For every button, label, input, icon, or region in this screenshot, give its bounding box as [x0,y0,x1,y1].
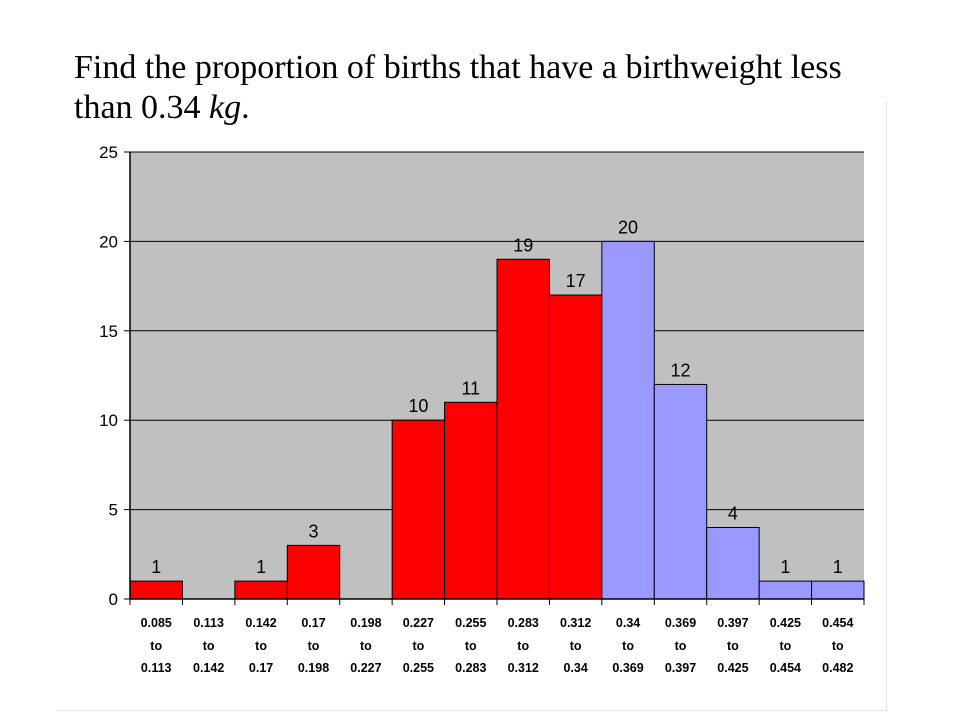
bar [706,526,760,600]
x-tick-label-to: 0.227 [350,661,381,675]
x-tick-label-connector: to [517,639,529,653]
bar [811,580,865,600]
x-tick-label-to: 0.34 [563,661,587,675]
x-tick-label-from: 0.085 [141,616,172,630]
x-tick-label-to: 0.255 [403,661,434,675]
x-tick-label-connector: to [360,639,372,653]
x-tick-label-from: 0.369 [665,616,696,630]
x-tick-label-connector: to [675,639,687,653]
x-tick-label-from: 0.227 [403,616,434,630]
y-tick-label: 10 [99,411,118,430]
x-tick-label-to: 0.142 [193,661,224,675]
y-tick-label: 5 [109,501,118,520]
bar [286,544,341,600]
question-text: Find the proportion of births that have … [74,48,874,128]
x-tick-label-to: 0.425 [717,661,748,675]
x-tick-label-from: 0.17 [301,616,325,630]
x-tick-label-connector: to [203,639,215,653]
bar [391,419,446,600]
x-tick-label-to: 0.113 [141,661,172,675]
bar-value-label: 10 [408,396,428,416]
x-tick-label-from: 0.113 [193,616,224,630]
x-tick-label-connector: to [255,639,267,653]
bar-value-label: 17 [566,271,586,291]
bar-value-label: 12 [670,360,690,380]
x-tick-label-from: 0.454 [822,616,853,630]
bar [496,258,550,600]
bar-value-label: 11 [461,378,480,398]
x-tick-label-connector: to [779,639,791,653]
bar [548,294,603,600]
x-tick-label-from: 0.255 [455,616,486,630]
bar-value-label: 19 [513,235,533,255]
y-tick-label: 0 [109,590,118,609]
x-tick-label-to: 0.283 [455,661,486,675]
x-tick-label-from: 0.397 [717,616,748,630]
bar-value-label: 20 [618,217,638,237]
bar-value-label: 1 [780,557,790,577]
bar-value-label: 1 [256,557,266,577]
y-tick-label: 15 [99,322,118,341]
bar-value-label: 4 [728,503,738,523]
question-unit: kg [209,89,242,126]
y-tick-label: 20 [99,232,118,251]
question-period: . [241,89,250,126]
x-tick-label-from: 0.312 [560,616,591,630]
x-tick-label-connector: to [412,639,424,653]
bar [758,580,813,600]
x-tick-label-to: 0.369 [612,661,643,675]
x-tick-label-from: 0.283 [508,616,539,630]
bar [234,580,288,600]
x-tick-label-from: 0.425 [770,616,801,630]
x-tick-label-connector: to [570,639,582,653]
x-tick-label-connector: to [465,639,477,653]
x-tick-label-from: 0.142 [245,616,276,630]
x-tick-label-connector: to [622,639,634,653]
x-tick-label-connector: to [832,639,844,653]
bar-value-label: 3 [308,521,318,541]
bar [129,580,183,600]
bar [653,383,708,600]
x-tick-label-to: 0.397 [665,661,696,675]
x-tick-label-to: 0.198 [298,661,329,675]
x-tick-label-to: 0.17 [249,661,273,675]
bar [444,401,498,600]
question-sentence: Find the proportion of births that have … [74,49,842,126]
x-tick-label-connector: to [308,639,320,653]
chart-frame: 0 5 10 15 20 25 1 1 3 10 11 19 17 20 12 4 1 1 0.085 to 0.113… [56,102,887,711]
x-tick-label-to: 0.312 [508,661,539,675]
x-tick-label-connector: to [150,639,162,653]
x-tick-label-from: 0.34 [616,616,640,630]
x-tick-label-from: 0.198 [350,616,381,630]
bar [601,240,655,600]
bar-value-label: 1 [833,557,843,577]
x-tick-label-to: 0.454 [770,661,801,675]
x-tick-label-connector: to [727,639,739,653]
y-tick-label: 25 [99,143,118,162]
x-tick-label-to: 0.482 [822,661,853,675]
bar-value-label: 1 [151,557,161,577]
